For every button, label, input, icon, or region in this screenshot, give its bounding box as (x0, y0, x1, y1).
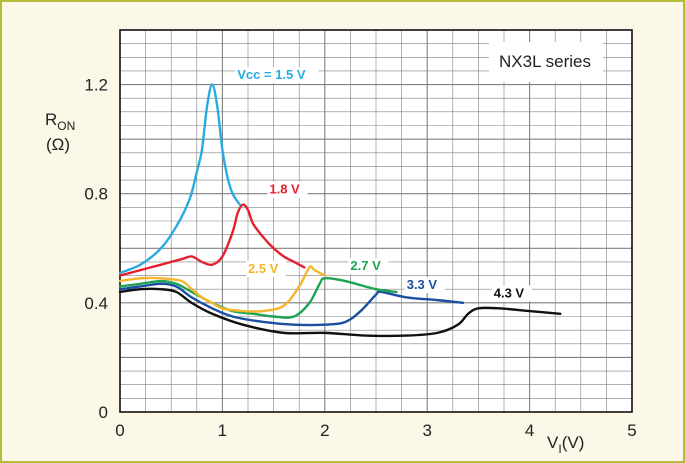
series-label-bg (267, 181, 308, 198)
x-tick-label: 1 (218, 421, 227, 440)
x-tick-label: 5 (627, 421, 636, 440)
series-label-1-8v: 1.8 V (269, 182, 300, 197)
x-tick-label: 0 (115, 421, 124, 440)
y-axis-label: RON (45, 110, 75, 133)
x-tick-label: 4 (525, 421, 534, 440)
tick-labels: 0 1 2 3 4 5 0 0.4 0.8 1.2 (84, 76, 636, 440)
y-axis-label-main: R (45, 110, 57, 129)
series-label-bg (246, 260, 286, 277)
series-label-bg (348, 258, 389, 275)
series-label-bg (491, 285, 532, 302)
series-label-1-5v: Vcc = 1.5 V (237, 67, 306, 82)
series-label-3-3v: 3.3 V (407, 277, 438, 292)
title-box (489, 42, 603, 82)
series-label-4-3v: 4.3 V (494, 285, 525, 300)
x-tick-label: 2 (320, 421, 329, 440)
x-axis-label: VI(V) (547, 433, 584, 456)
x-tick-label: 3 (422, 421, 431, 440)
grid (119, 29, 633, 413)
x-axis-label-unit: (V) (562, 433, 585, 452)
y-axis-label-sub: ON (57, 119, 75, 133)
series-line-3-3v (118, 282, 465, 327)
chart-title: NX3L series (499, 52, 591, 71)
series-line-1-5v (118, 83, 242, 275)
series-line-2-7v (118, 277, 398, 319)
plot-frame (119, 29, 633, 413)
series-line-1-8v (118, 203, 306, 277)
series-label-2-7v: 2.7 V (350, 258, 381, 273)
y-tick-label: 0.4 (84, 294, 108, 313)
series-label-bg (404, 277, 445, 294)
series-label-2-5v: 2.5 V (248, 261, 279, 276)
x-axis-label-main: V (547, 433, 559, 452)
y-tick-label: 1.2 (84, 76, 108, 95)
y-axis-unit: (Ω) (46, 135, 70, 154)
x-axis-label-sub: I (558, 442, 561, 456)
y-tick-label: 0 (99, 403, 108, 422)
series-group: Vcc = 1.5 V 1.8 V 2.5 V 2.7 V 3.3 V 4.3 V (118, 67, 562, 338)
series-label-bg (235, 67, 319, 84)
y-tick-label: 0.8 (84, 185, 108, 204)
series-line-4-3v (118, 287, 562, 338)
series-line-2-5v (118, 265, 326, 313)
